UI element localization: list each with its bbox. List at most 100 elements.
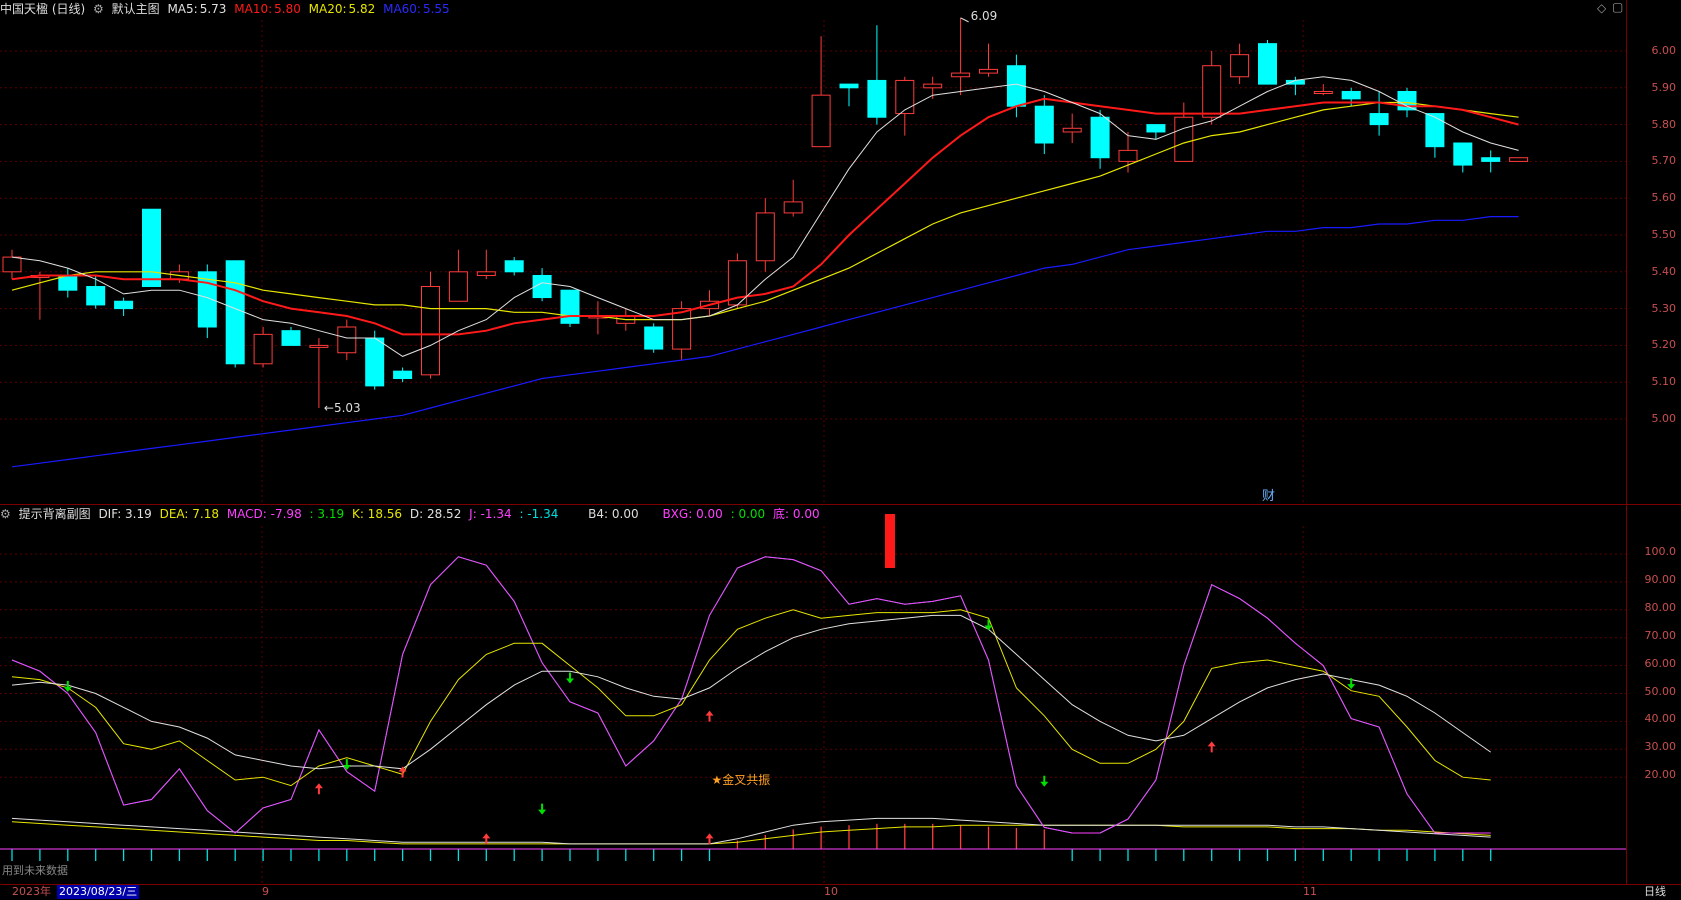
b4-value: B4: 0.00 [588, 507, 639, 521]
candle-down [839, 83, 859, 89]
panel-divider [0, 504, 1681, 505]
candle-up [1174, 116, 1194, 162]
indicator-tick-label: 70.00 [1644, 628, 1677, 642]
candle-up [811, 94, 831, 148]
down-arrow-icon [63, 680, 72, 692]
year-label: 2023年 [12, 885, 51, 898]
candle-down [1034, 105, 1054, 144]
up-arrow-icon [314, 783, 323, 795]
j-line [11, 556, 1491, 834]
indicator-title[interactable]: 提示背离副图 [18, 507, 91, 521]
down-arrow-icon [1347, 678, 1356, 690]
dif-line [11, 817, 1491, 845]
candle-down [114, 300, 134, 310]
candle-down [225, 260, 245, 365]
di-value: 底: 0.00 [773, 507, 820, 521]
candle-down [1285, 79, 1305, 85]
indicator-axis: 100.0 90.00 80.00 70.00 60.00 50.00 40.00 30.00… [1626, 505, 1681, 884]
k-line [11, 609, 1491, 787]
template-name[interactable]: 默认主图 [111, 2, 160, 16]
price-tick-label: 5.60 [1651, 191, 1677, 205]
up-arrow-icon [705, 833, 714, 845]
candle-down [1146, 124, 1166, 133]
candle-down [1258, 43, 1277, 85]
dea-line [11, 821, 1491, 845]
ma10-value: 5.80 [274, 2, 301, 16]
price-tick-label: 5.50 [1651, 228, 1677, 241]
price-tick-label: 6.00 [1651, 44, 1677, 57]
candlestick-chart[interactable]: 6.09 ←5.03 财 [0, 0, 1626, 504]
indicator-tick-label: 60.00 [1644, 656, 1677, 670]
candle-down [1090, 116, 1110, 159]
ma20-line [11, 101, 1519, 321]
candle-up [448, 271, 468, 302]
candle-up [253, 333, 273, 365]
future-data-note: 用到未来数据 [2, 864, 68, 877]
candle-up [1062, 127, 1082, 133]
candle-down [86, 286, 106, 306]
down-arrow-icon [984, 619, 993, 631]
price-tick-label: 5.70 [1651, 154, 1677, 168]
g2-value: : 0.00 [730, 507, 766, 521]
month-label-10: 10 [824, 885, 838, 898]
j2-value: : -1.34 [519, 507, 559, 521]
main-chart-header: 中国天楹 (日线) ⚙ 默认主图 MA5: 5.73 MA10: 5.80 MA20… [0, 1, 454, 17]
period-label[interactable]: 日线 [1644, 885, 1666, 898]
candle-up [309, 344, 329, 348]
down-arrow-icon [538, 803, 547, 815]
indicator-tick-label: 90.00 [1644, 572, 1677, 586]
candle-down [644, 326, 664, 350]
golden-cross-label: ★金叉共振 [712, 772, 771, 787]
down-arrow-icon [1040, 775, 1049, 787]
signal-bar [885, 514, 895, 568]
candle-down [867, 79, 887, 118]
candle-down [1341, 90, 1361, 100]
stock-title[interactable]: 中国天楹 (日线) [0, 2, 86, 16]
indicator-panel[interactable]: ⚙ 提示背离副图 DIF: 3.19 DEA: 7.18 MACD: -7.98… [0, 506, 1626, 886]
indicator-tick-label: 20.00 [1644, 768, 1677, 782]
candle-up [1509, 157, 1529, 162]
month-label-9: 9 [262, 885, 269, 898]
j-value: J: -1.34 [469, 507, 512, 521]
price-tick-label: 5.80 [1651, 117, 1677, 131]
up-arrow-icon [705, 710, 714, 722]
candle-down [393, 370, 413, 380]
kdj-macd-chart[interactable]: ★金叉共振 [0, 506, 1626, 884]
candle-up [672, 308, 692, 350]
indicator-tick-label: 100.0 [1644, 545, 1677, 558]
candle-down [532, 274, 552, 299]
candle-up [1202, 65, 1222, 118]
k-value: K: 18.56 [351, 507, 403, 521]
macd-value: MACD: -7.98 [226, 507, 302, 521]
candle-up [979, 68, 998, 74]
d-value: D: 28.52 [409, 507, 462, 521]
candle-up [1230, 54, 1250, 78]
candle-up [951, 72, 971, 78]
indicator-tick-label: 80.00 [1644, 600, 1677, 614]
main-chart-panel[interactable]: 中国天楹 (日线) ⚙ 默认主图 MA5: 5.73 MA10: 5.80 MA20… [0, 0, 1626, 504]
price-tick-label: 5.90 [1651, 80, 1677, 94]
window-restore-icon[interactable]: ▢ [1612, 0, 1624, 14]
down-arrow-icon [566, 672, 574, 684]
candle-up [923, 83, 943, 89]
template-gear-icon[interactable]: ⚙ [93, 2, 104, 16]
j-cyan-line [11, 556, 1491, 834]
ma20-value: 5.82 [348, 2, 376, 16]
candle-up [783, 201, 803, 214]
indicator-gear-icon[interactable]: ⚙ [0, 507, 11, 521]
ma20-label: MA20: [308, 2, 347, 16]
candle-up [2, 256, 22, 273]
date-axis-bar[interactable]: 2023年 2023/08/23/三 9 10 11 日线 [0, 884, 1681, 900]
finance-marker: 财 [1262, 489, 1275, 504]
price-axis: 6.00 5.90 5.80 5.70 5.60 5.50 5.40 5.30 5.20 5.10… [1626, 0, 1681, 504]
month-label-11: 11 [1303, 885, 1317, 898]
diamond-icon[interactable]: ◇ [1597, 1, 1607, 15]
candle-up [895, 79, 915, 115]
indicator-tick-label: 40.00 [1644, 712, 1677, 726]
ma10-label: MA10: [234, 2, 273, 16]
ma5-value: 5.73 [199, 2, 227, 16]
up-arrow-icon [398, 766, 407, 778]
candle-down [504, 260, 524, 273]
ma5-line [11, 76, 1519, 357]
candle-up [755, 212, 775, 262]
